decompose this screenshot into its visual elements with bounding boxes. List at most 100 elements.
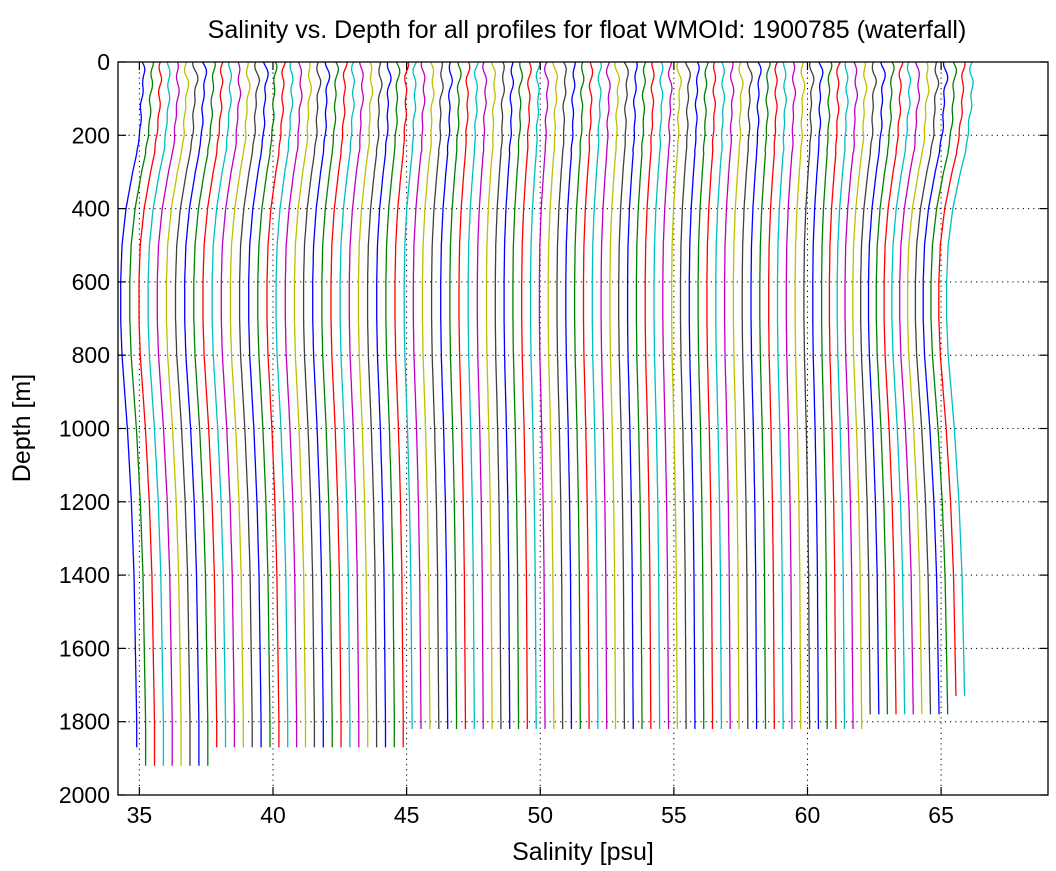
profile-line <box>565 61 576 729</box>
profile-line <box>385 61 401 748</box>
profile-line <box>741 61 753 729</box>
profile-line <box>671 61 682 729</box>
profile-line <box>875 61 895 715</box>
profile-line <box>229 61 251 748</box>
profile-line <box>357 61 374 748</box>
profile-line <box>844 61 859 729</box>
profile-line <box>635 61 647 729</box>
profile-line <box>644 61 655 729</box>
profile-line <box>768 61 778 729</box>
profile-line <box>582 61 594 729</box>
profile-line <box>591 61 603 729</box>
profiles <box>120 61 974 766</box>
profile-line <box>914 61 940 715</box>
profile-line <box>348 61 365 748</box>
profile-line <box>248 61 269 748</box>
profile-line <box>485 61 497 729</box>
profile-line <box>147 61 171 766</box>
chart-title: Salinity vs. Depth for all profiles for … <box>208 16 967 44</box>
profile-line <box>556 61 567 729</box>
x-axis-label: Salinity [psu] <box>512 838 654 866</box>
y-tick-label: 2000 <box>59 782 110 808</box>
profile-line <box>138 61 163 766</box>
profile-line <box>820 61 833 729</box>
x-tick-label: 65 <box>928 802 954 828</box>
profile-line <box>697 61 709 729</box>
profile-line <box>609 61 621 729</box>
y-tick-label: 800 <box>72 342 110 368</box>
x-tick-label: 50 <box>527 802 553 828</box>
profile-line <box>394 61 410 748</box>
profile-line <box>330 61 348 748</box>
profile-line <box>836 61 849 729</box>
y-axis-label: Depth [m] <box>8 374 36 482</box>
x-tick-label: 35 <box>127 802 153 828</box>
profile-line <box>174 61 199 766</box>
y-tick-label: 600 <box>72 269 110 295</box>
profile-line <box>906 61 930 715</box>
profile-line <box>476 61 488 729</box>
profile-line <box>238 61 261 748</box>
profile-line <box>257 61 278 748</box>
profile-line <box>302 61 322 748</box>
profile-line <box>165 61 190 766</box>
profile-line <box>156 61 180 766</box>
profile-line <box>867 61 886 715</box>
profile-line <box>852 62 868 729</box>
x-tick-label: 60 <box>795 802 821 828</box>
y-tick-label: 1600 <box>59 635 110 661</box>
profile-line <box>883 61 904 715</box>
profile-line <box>220 61 242 748</box>
profile-line <box>275 61 294 748</box>
y-tick-label: 1000 <box>59 416 110 442</box>
profile-line <box>860 61 877 715</box>
profile-line <box>891 61 912 715</box>
y-tick-label: 1800 <box>59 709 110 735</box>
profile-line <box>547 61 559 729</box>
y-tick-label: 400 <box>72 196 110 222</box>
profile-line <box>430 61 444 729</box>
profile-line <box>750 61 762 729</box>
profile-line <box>538 61 549 729</box>
profile-line <box>339 61 356 748</box>
profile-line <box>600 61 611 729</box>
profile-line <box>573 61 585 729</box>
profile-line <box>266 61 287 748</box>
profile-line <box>421 61 435 729</box>
profile-line <box>529 61 541 729</box>
profile-line <box>129 61 155 766</box>
profile-line <box>403 61 417 729</box>
profile-line <box>120 61 146 748</box>
y-axis: 0 200 400 600 800 1000 1200 1400 1600 1800 2000 <box>59 49 1048 808</box>
profile-line <box>618 61 629 729</box>
profile-line <box>653 61 664 729</box>
profile-line <box>794 61 806 729</box>
profile-line <box>376 61 392 748</box>
x-tick-label: 40 <box>260 802 286 828</box>
x-tick-label: 55 <box>661 802 687 828</box>
profile-line <box>930 61 958 715</box>
profile-line <box>366 61 383 748</box>
profile-line <box>321 61 340 748</box>
profile-line <box>776 61 787 729</box>
profile-line <box>662 61 673 729</box>
y-tick-label: 1400 <box>59 562 110 588</box>
profile-line <box>211 61 233 748</box>
profile-line <box>688 61 700 729</box>
profile-line <box>759 61 771 729</box>
profile-line <box>706 61 717 729</box>
profile-line <box>202 61 224 748</box>
profile-line <box>458 61 471 729</box>
profile-line <box>467 61 480 729</box>
x-tick-label: 45 <box>394 802 420 828</box>
profile-line <box>293 61 312 748</box>
profile-line <box>412 61 426 729</box>
profile-line <box>512 61 524 729</box>
profile-line <box>899 61 921 715</box>
profile-line <box>440 61 454 729</box>
profile-line <box>723 61 735 729</box>
y-tick-label: 200 <box>72 122 110 148</box>
profile-line <box>803 61 815 729</box>
y-tick-label: 1200 <box>59 489 110 515</box>
